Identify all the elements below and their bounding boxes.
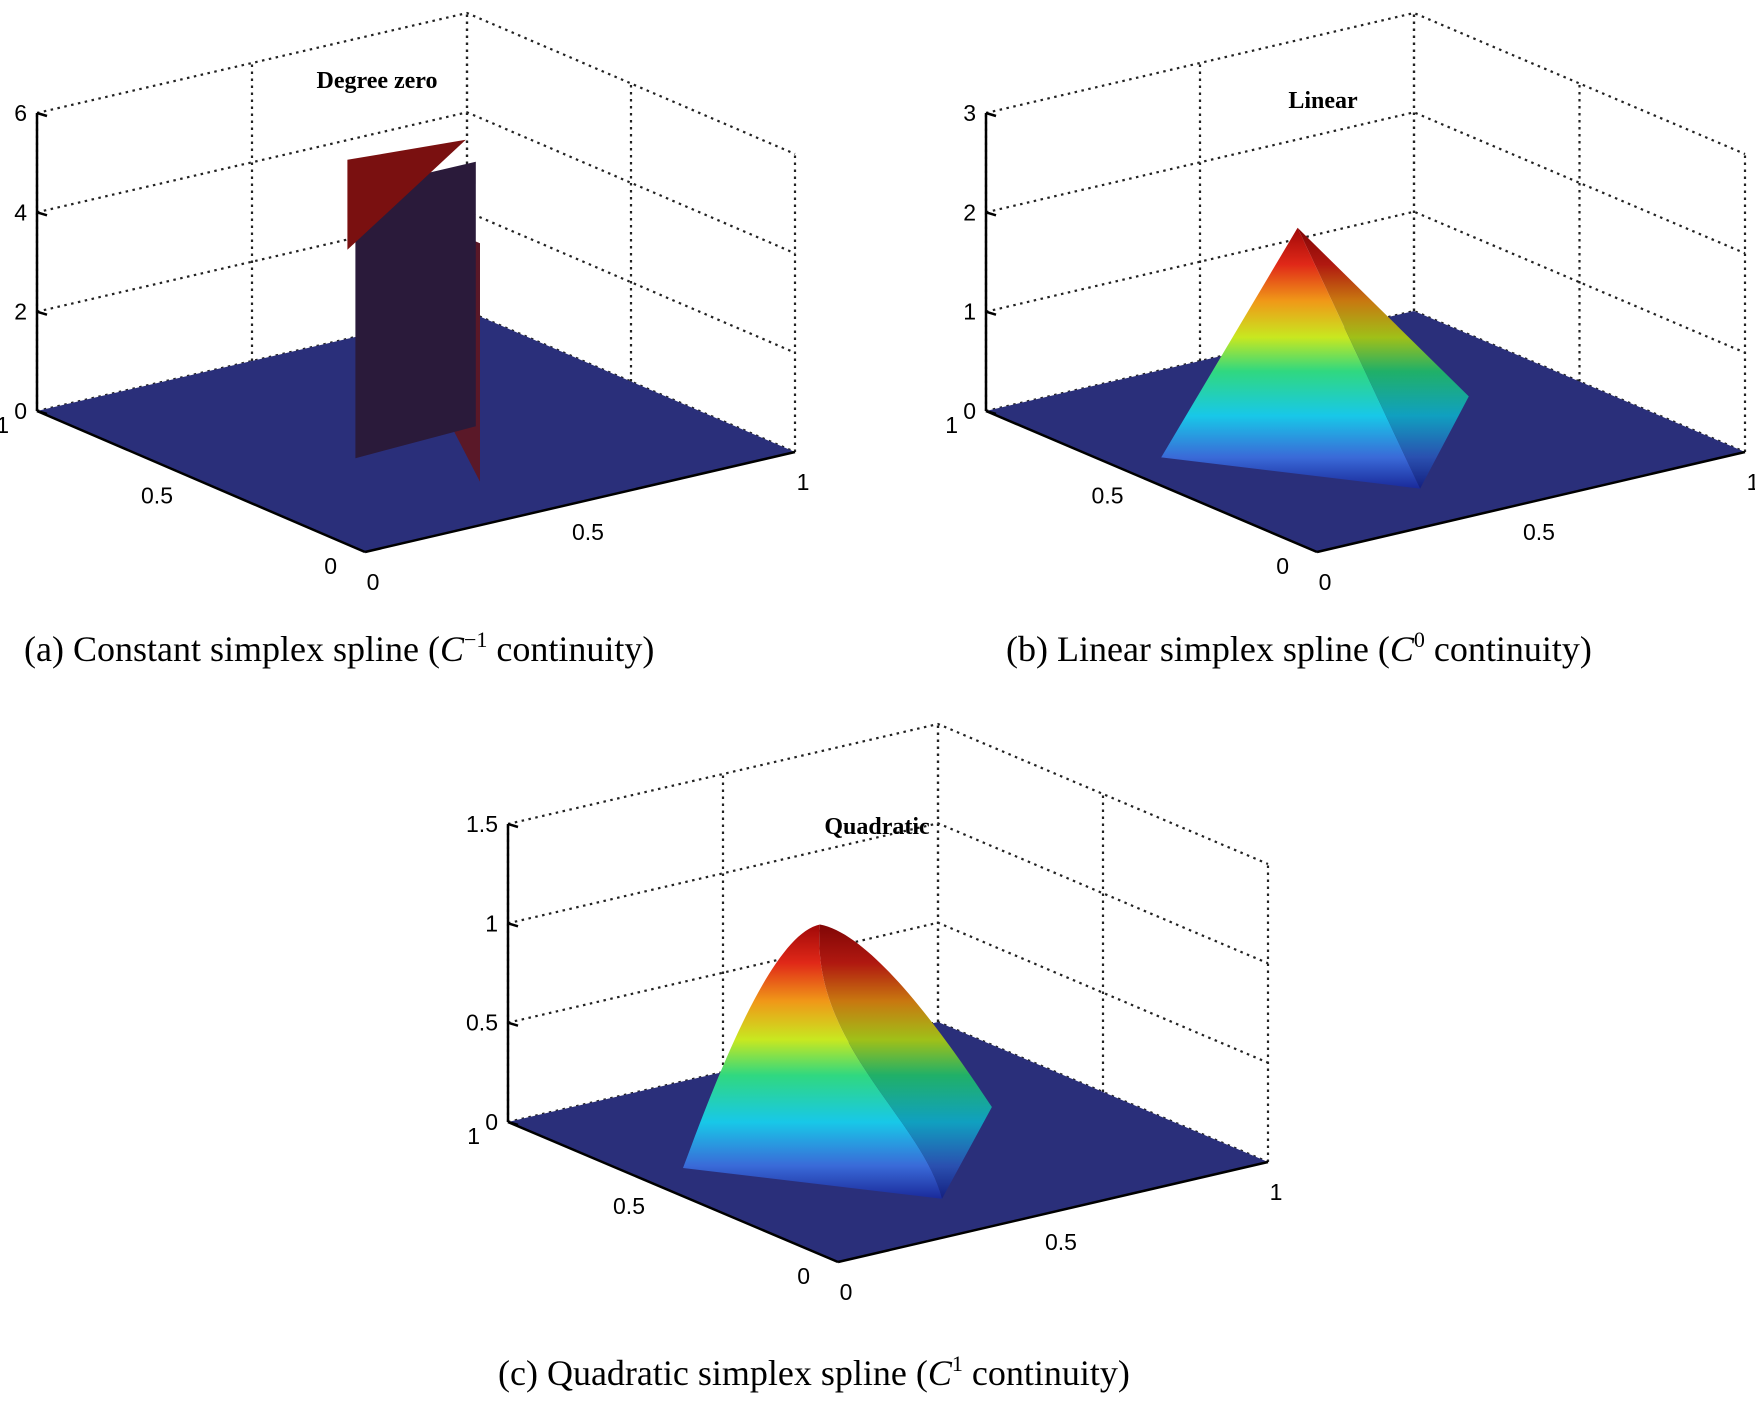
z-tick-mark (507, 1120, 519, 1127)
x-tick-label: 0.5 (572, 519, 604, 545)
y-tick-label: 0.5 (141, 483, 173, 509)
y-tick-label: 0 (324, 553, 337, 579)
grid-line-z (985, 11, 1746, 156)
z-tick-mark (36, 409, 48, 416)
z-tick-label: 0 (485, 1109, 498, 1135)
pyramid-face-right (1297, 227, 1469, 489)
z-tick-label: 0 (14, 398, 27, 424)
grid-line-z (507, 722, 1269, 866)
y-axis-line (36, 409, 366, 554)
z-tick-mark (985, 111, 997, 118)
z-tick-mark (36, 211, 48, 217)
grid-line-z (985, 111, 1746, 255)
x-tick-label: 1 (797, 469, 810, 495)
x-axis-line (837, 1160, 1269, 1264)
z-tick-mark (507, 822, 519, 829)
y-tick-label: 1 (467, 1123, 480, 1149)
z-tick-label: 1 (485, 910, 498, 936)
z-tick-mark (36, 310, 48, 316)
x-tick-label: 1 (1747, 469, 1755, 495)
z-tick-label: 2 (14, 299, 27, 325)
y-tick-label: 0.5 (613, 1193, 645, 1219)
z-tick-label: 6 (14, 100, 27, 126)
z-tick-mark (985, 211, 997, 217)
z-tick-label: 1.5 (466, 811, 498, 837)
grid-line-z (985, 210, 1746, 354)
z-tick-mark (36, 111, 48, 118)
prism-top-triangle (347, 139, 466, 250)
bump-face-right (819, 924, 992, 1199)
z-tick-mark (985, 310, 997, 316)
grid-line-z (507, 822, 1269, 965)
z-tick-label: 3 (963, 100, 976, 126)
x-axis-line (1316, 450, 1746, 554)
plot-title: Quadratic (824, 814, 930, 840)
pyramid-face-left (1161, 227, 1421, 489)
bump-face-left (683, 924, 942, 1199)
z-tick-label: 0.5 (466, 1010, 498, 1036)
z-tick-label: 1 (963, 299, 976, 325)
z-tick-mark (985, 409, 997, 416)
surface (683, 924, 992, 1199)
prism-face-front (355, 161, 476, 459)
grid-line-z (36, 111, 796, 255)
z-tick-label: 4 (14, 199, 27, 225)
y-tick-label: 1 (945, 412, 958, 438)
x-tick-label: 0.5 (1523, 519, 1555, 545)
axes (984, 113, 1746, 554)
x-tick-label: 0 (1319, 569, 1332, 595)
y-tick-label: 0.5 (1092, 483, 1124, 509)
plot-title: Linear (1288, 88, 1358, 114)
x-tick-label: 1 (1270, 1179, 1283, 1205)
plot-title: Degree zero (316, 68, 437, 94)
surface (1161, 227, 1469, 489)
y-axis-line (985, 409, 1318, 554)
z-tick-mark (507, 1021, 519, 1027)
x-tick-label: 0 (840, 1279, 853, 1305)
axes (35, 113, 796, 554)
y-tick-label: 0 (1276, 553, 1289, 579)
x-tick-label: 0 (367, 569, 380, 595)
z-tick-label: 2 (963, 199, 976, 225)
y-tick-label: 1 (0, 412, 9, 438)
z-tick-label: 0 (963, 398, 976, 424)
x-axis-line (364, 450, 796, 554)
grid-line-z (36, 11, 796, 156)
y-axis-line (507, 1120, 839, 1264)
x-tick-label: 0.5 (1045, 1229, 1077, 1255)
caption-c: (c) Quadratic simplex spline (C1 continu… (498, 1351, 1130, 1394)
caption-a: (a) Constant simplex spline (C−1 continu… (24, 627, 655, 670)
z-tick-mark (507, 922, 519, 928)
y-tick-label: 0 (797, 1263, 810, 1289)
axes (506, 824, 1269, 1264)
caption-b: (b) Linear simplex spline (C0 continuity… (1006, 627, 1592, 670)
surface (347, 139, 480, 482)
